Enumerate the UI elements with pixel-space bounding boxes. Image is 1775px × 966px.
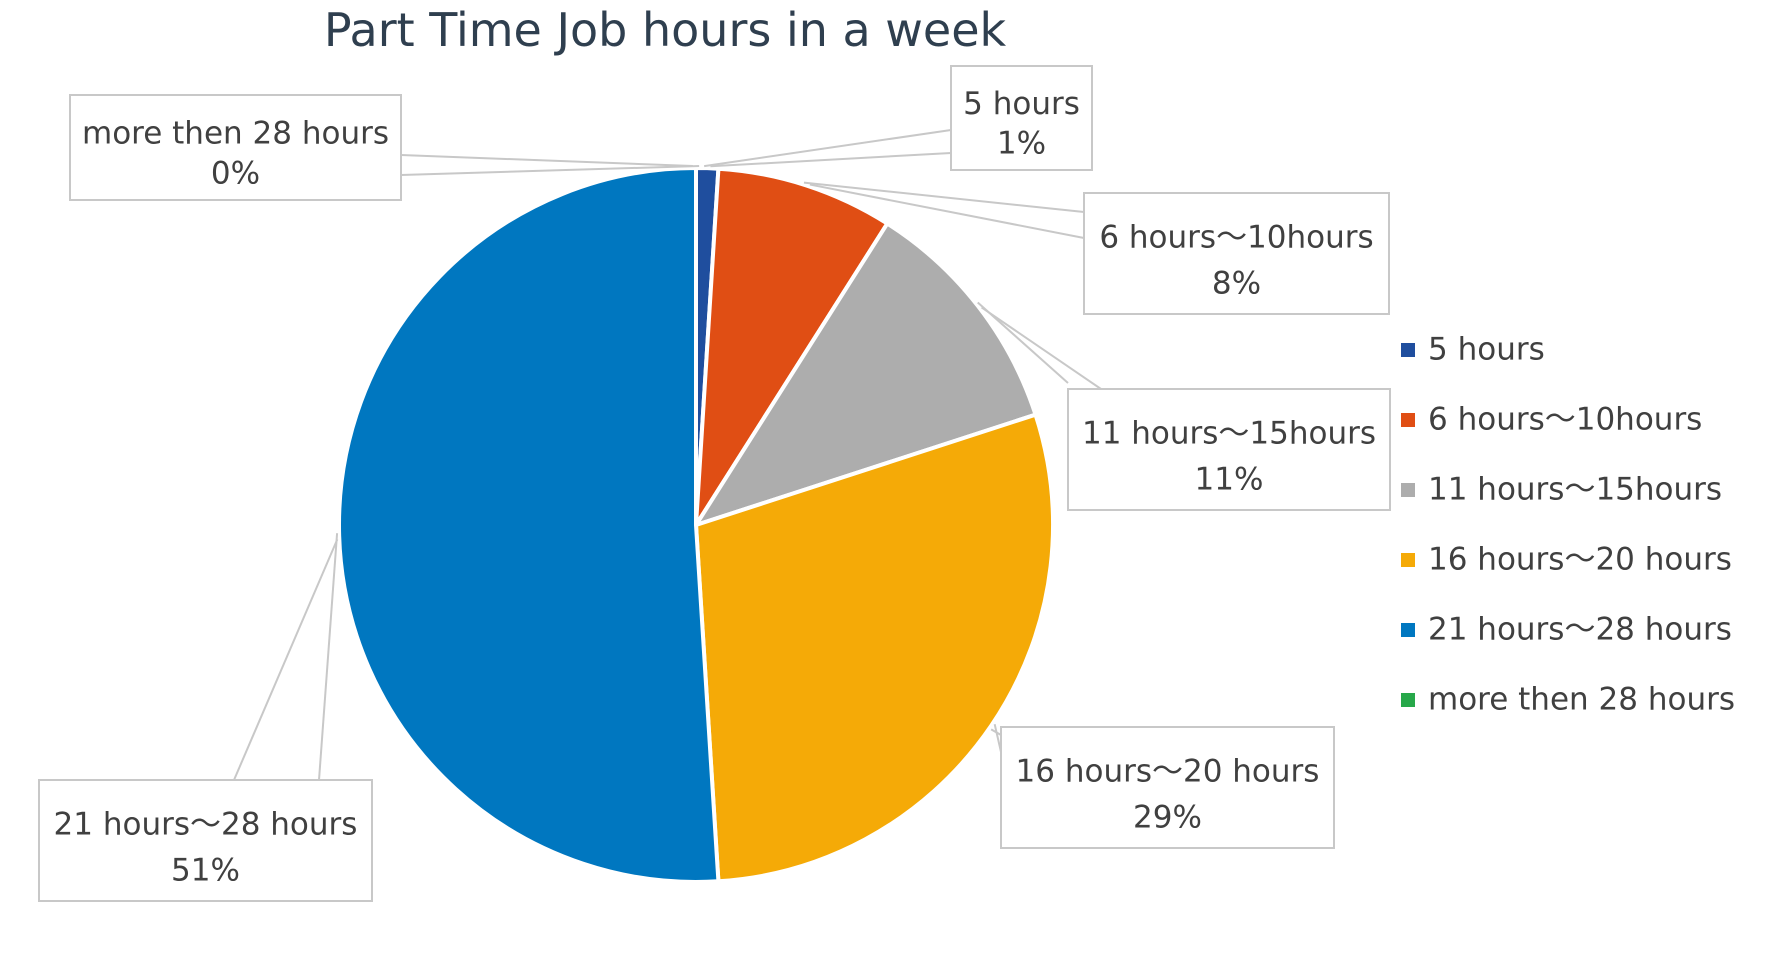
leader-line xyxy=(993,723,1002,753)
legend-swatch xyxy=(1401,413,1415,427)
legend-label: 6 hours～10hours xyxy=(1428,402,1702,438)
data-label-category: 5 hours xyxy=(963,86,1080,122)
legend-swatch xyxy=(1401,483,1415,497)
leader-line xyxy=(809,183,1085,239)
legend-swatch xyxy=(1401,693,1415,707)
leader-line xyxy=(400,165,700,176)
callout-box xyxy=(1083,192,1390,315)
leader-line xyxy=(400,154,693,168)
data-label: 21 hours～28 hours 51% xyxy=(38,779,373,902)
leader-line xyxy=(318,533,339,781)
legend-label: 11 hours～15hours xyxy=(1428,472,1722,508)
legend-item: 11 hours～15hours xyxy=(1401,472,1722,508)
legend-swatch xyxy=(1401,553,1415,567)
data-label-percent: 8% xyxy=(1212,265,1261,301)
callout-box xyxy=(38,779,373,902)
legend-swatch xyxy=(1401,343,1415,357)
callout-box xyxy=(69,94,402,201)
data-label-percent: 11% xyxy=(1195,461,1264,497)
data-label-category: more then 28 hours xyxy=(82,115,389,151)
data-label: 16 hours～20 hours 29% xyxy=(1000,726,1335,849)
legend: 5 hours 6 hours～10hours 11 hours～15hours 16… xyxy=(1401,332,1735,718)
data-label: 5 hours 1% xyxy=(950,65,1093,171)
callout-box xyxy=(1067,388,1391,511)
leader-line xyxy=(704,129,952,168)
data-label-category: 16 hours～20 hours xyxy=(1016,753,1320,789)
data-label-percent: 29% xyxy=(1133,799,1202,835)
leader-line xyxy=(233,539,339,781)
data-label-percent: 0% xyxy=(211,155,260,191)
leader-line xyxy=(803,181,1085,213)
legend-label: 16 hours～20 hours xyxy=(1428,542,1732,578)
legend-item: 5 hours xyxy=(1401,332,1545,368)
pie-slice xyxy=(694,166,890,527)
data-label-category: 11 hours～15hours xyxy=(1082,415,1376,451)
leader-line xyxy=(990,728,1002,736)
legend-item: more then 28 hours xyxy=(1401,682,1735,718)
chart-title: Part Time Job hours in a week xyxy=(324,3,1007,57)
pie-slice xyxy=(694,412,1055,884)
leader-line xyxy=(981,306,1102,390)
data-label: 6 hours～10hours 8% xyxy=(1083,192,1390,315)
legend-item: 16 hours～20 hours xyxy=(1401,542,1732,578)
leader-line xyxy=(710,152,952,168)
data-label-category: 21 hours～28 hours xyxy=(54,806,358,842)
data-label: more then 28 hours 0% xyxy=(69,94,402,201)
callout-box xyxy=(950,65,1093,171)
pie-slices xyxy=(337,166,1055,884)
legend-label: more then 28 hours xyxy=(1428,682,1735,718)
data-label-category: 6 hours～10hours xyxy=(1099,219,1373,255)
data-label-callouts: 5 hours 1% 6 hours～10hours 8% 11 hours～15hou… xyxy=(38,65,1391,902)
leader-lines xyxy=(233,129,1102,781)
data-label-percent: 1% xyxy=(997,126,1046,162)
legend-item: 21 hours～28 hours xyxy=(1401,612,1732,648)
legend-swatch xyxy=(1401,623,1415,637)
legend-label: 21 hours～28 hours xyxy=(1428,612,1732,648)
legend-label: 5 hours xyxy=(1428,332,1545,368)
callout-box xyxy=(1000,726,1335,849)
data-label-percent: 51% xyxy=(171,852,240,888)
pie-slice xyxy=(694,221,1038,527)
legend-item: 6 hours～10hours xyxy=(1401,402,1702,438)
data-label: 11 hours～15hours 11% xyxy=(1067,388,1391,511)
pie-slice xyxy=(337,166,721,884)
